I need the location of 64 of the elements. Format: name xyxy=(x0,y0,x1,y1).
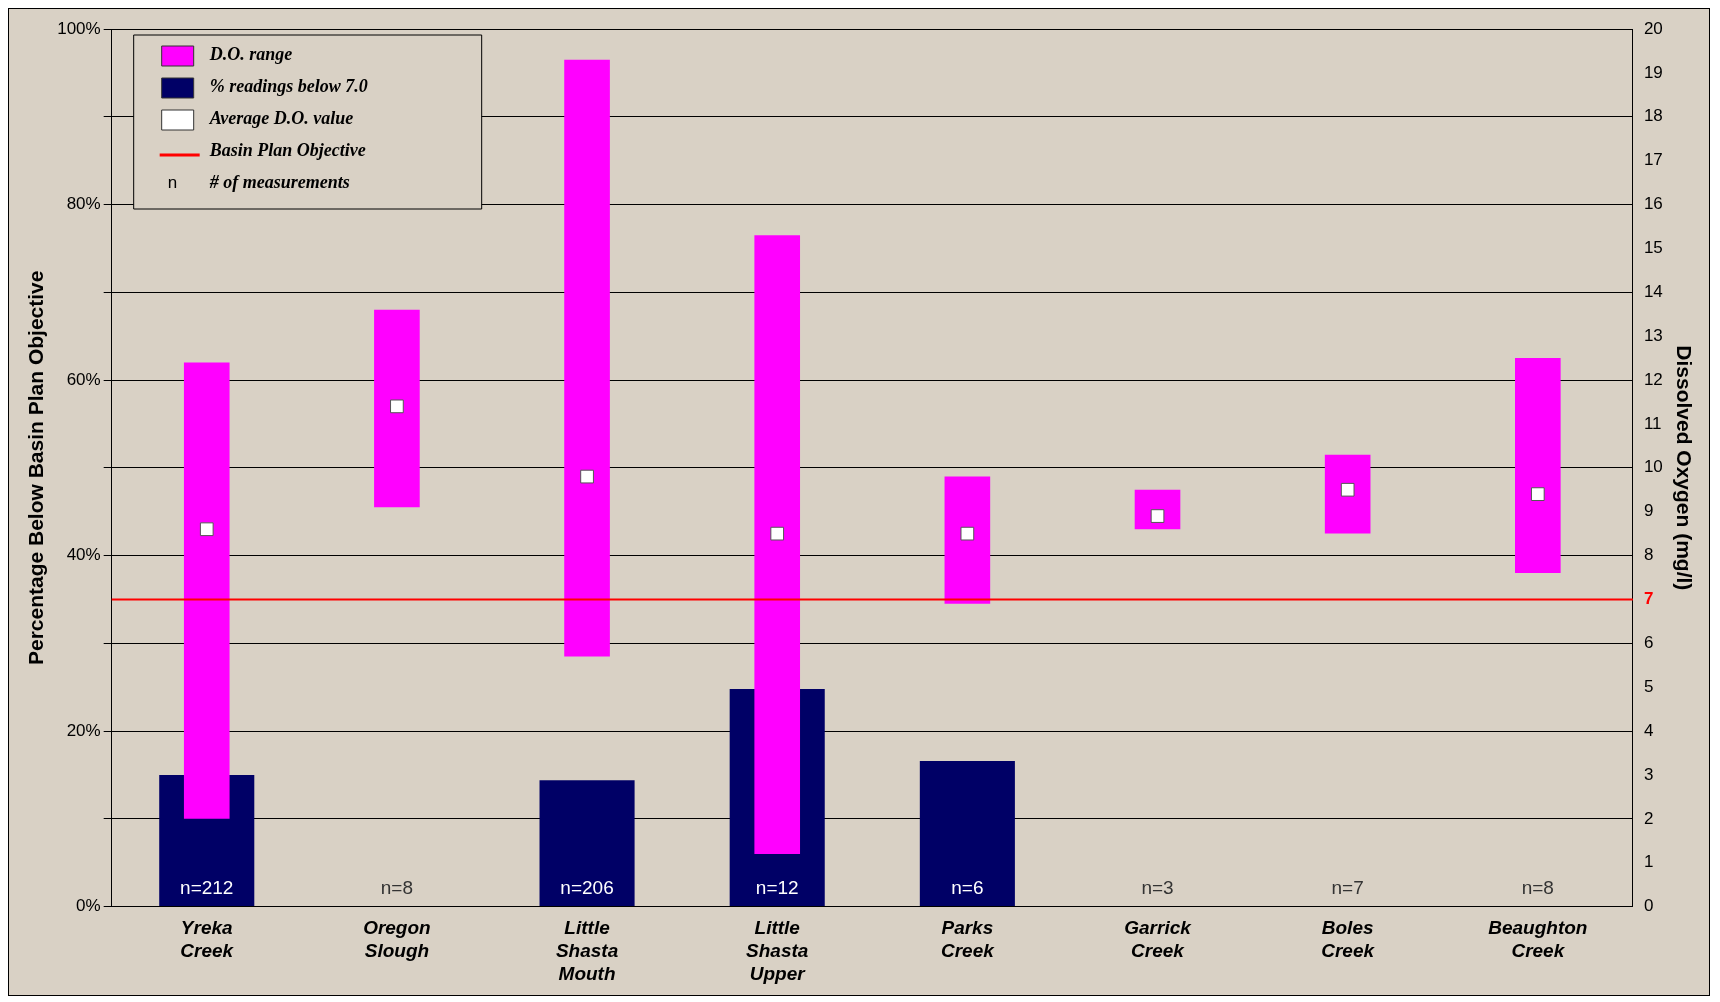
y2-tick-label: 18 xyxy=(1643,106,1663,126)
y-tick-label: 0% xyxy=(76,896,101,916)
bar xyxy=(919,760,1015,907)
y2-tick-label: 14 xyxy=(1643,281,1663,301)
y2-tick-label: 10 xyxy=(1643,457,1663,477)
bar xyxy=(1324,454,1371,534)
y2-tick-label: 17 xyxy=(1643,150,1663,170)
annotation: n=8 xyxy=(380,877,414,899)
annotation: n=12 xyxy=(755,877,799,899)
y2-tick-label: 19 xyxy=(1643,62,1663,82)
bar xyxy=(539,780,635,907)
bar xyxy=(1515,358,1561,574)
bar xyxy=(564,59,610,657)
y2-axis-title: Dissolved Oxygen (mg/l) xyxy=(1672,345,1696,591)
y2-tick-label: 13 xyxy=(1643,325,1663,345)
annotation: n=3 xyxy=(1141,877,1174,899)
point xyxy=(770,526,785,541)
bar xyxy=(374,309,420,508)
y2-tick-label: 7 xyxy=(1643,589,1654,609)
y2-tick-label: 16 xyxy=(1643,194,1663,214)
y-axis-title: Percentage Below Basin Plan Objective xyxy=(24,270,48,666)
annotation: n=7 xyxy=(1331,877,1364,899)
legend-label: Basin Plan Objective xyxy=(208,139,366,160)
y2-tick-label: 20 xyxy=(1643,18,1663,38)
y2-tick-label: 9 xyxy=(1643,501,1654,521)
annotation: n=8 xyxy=(1521,877,1554,899)
y-tick-label: 60% xyxy=(66,369,101,389)
y2-tick-label: 15 xyxy=(1643,238,1663,258)
y2-tick-label: 8 xyxy=(1643,545,1654,565)
x-tick-label: Beaughton Creek xyxy=(1488,917,1588,962)
point xyxy=(390,399,404,414)
annotation: n=6 xyxy=(951,877,984,899)
y2-tick-label: 12 xyxy=(1643,369,1663,389)
x-tick-label: Little Shasta Mouth xyxy=(555,917,619,984)
legend-label: D.O. range xyxy=(208,43,293,64)
y2-tick-label: 4 xyxy=(1643,720,1654,740)
y2-tick-label: 6 xyxy=(1643,633,1654,653)
y2-tick-label: 1 xyxy=(1643,852,1654,872)
y-tick-label: 20% xyxy=(66,720,101,740)
legend-label: % readings below 7.0 xyxy=(209,75,368,96)
y2-tick-label: 2 xyxy=(1643,808,1654,828)
x-tick-label: Oregon Slough xyxy=(363,917,431,962)
y2-tick-label: 11 xyxy=(1643,413,1662,433)
legend-label: Average D.O. value xyxy=(208,107,354,128)
annotation: n=206 xyxy=(560,877,614,899)
x-tick-label: Yreka Creek xyxy=(180,917,235,962)
y2-tick-label: 0 xyxy=(1643,896,1654,916)
point xyxy=(1340,482,1355,497)
y-tick-label: 40% xyxy=(66,545,101,565)
point xyxy=(580,469,594,484)
x-tick-label: Little Shasta Upper xyxy=(746,917,809,984)
x-tick-label: Garrick Creek xyxy=(1124,917,1193,962)
point xyxy=(1530,487,1545,501)
x-tick-label: Parks Creek xyxy=(940,917,996,962)
point xyxy=(199,522,214,537)
y2-tick-label: 3 xyxy=(1643,764,1654,784)
y2-tick-label: 5 xyxy=(1643,676,1654,696)
y-tick-label: 100% xyxy=(57,18,101,38)
y-tick-label: 80% xyxy=(66,194,101,214)
bar xyxy=(944,476,991,604)
text: n # of measurements xyxy=(167,171,350,192)
x-tick-label: Boles Creek xyxy=(1321,917,1376,962)
annotation: n=212 xyxy=(180,877,234,899)
point xyxy=(960,526,975,541)
